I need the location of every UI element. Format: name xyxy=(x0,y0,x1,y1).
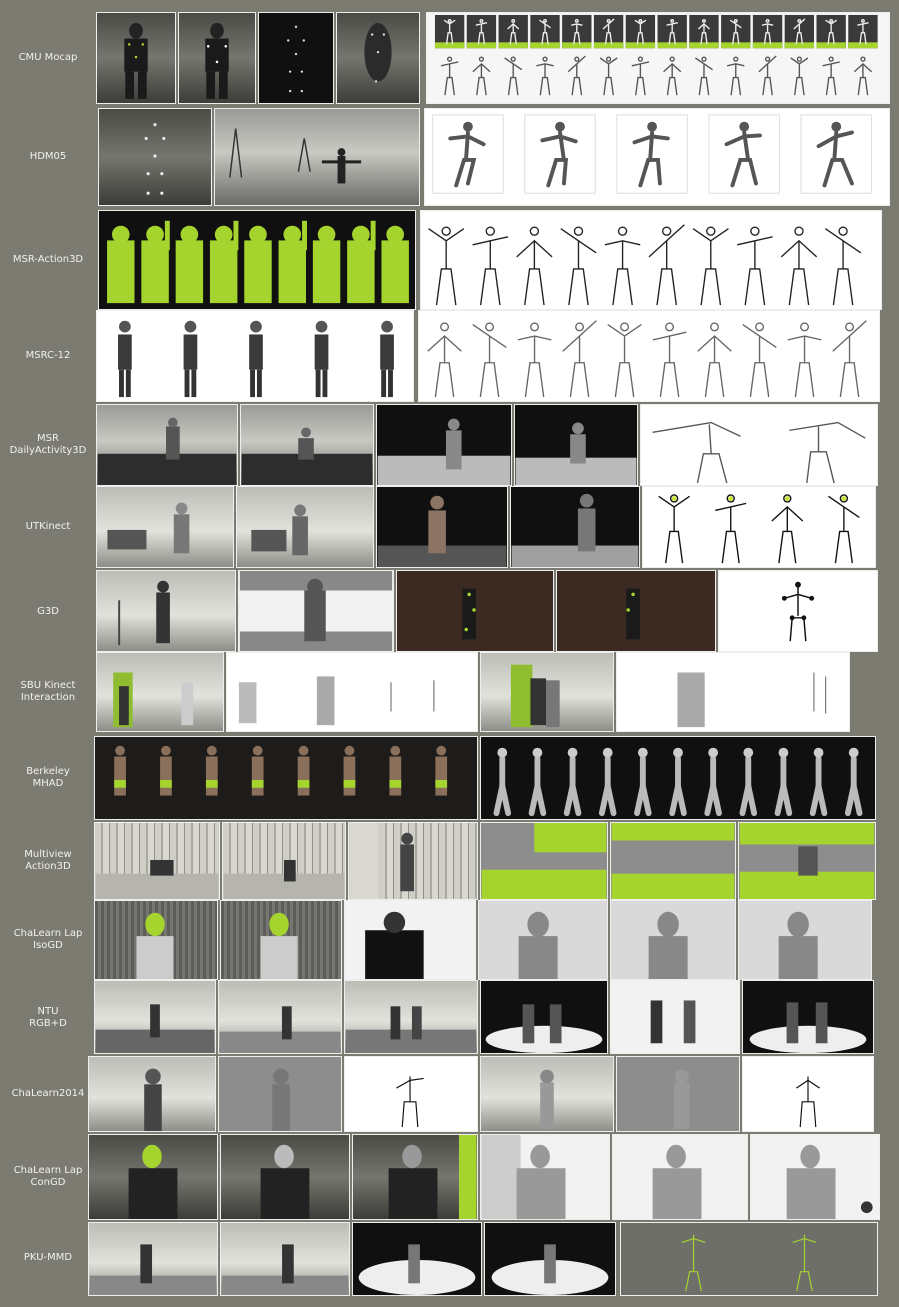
sbu-rgb-1 xyxy=(96,652,224,732)
row-label-msr-dailyactivity3d: MSR DailyActivity3D xyxy=(9,433,87,456)
msr-daily-depth-1 xyxy=(376,404,512,486)
g3d-skeleton-overlay-1 xyxy=(396,570,554,652)
row-label-utkinect: UTKinect xyxy=(25,521,71,532)
ntu-rgb-1 xyxy=(94,980,216,1054)
sbu-rgb-2 xyxy=(480,652,614,732)
cmu-mocap-rgb-image xyxy=(96,12,176,104)
utkinect-rgb-2 xyxy=(236,486,374,568)
chalearn2014-depth-2 xyxy=(616,1056,740,1132)
isogd-depth-2 xyxy=(610,900,736,980)
multiview-depth-3 xyxy=(738,822,876,900)
g3d-depth xyxy=(238,570,394,652)
congd-depth-3 xyxy=(750,1134,880,1220)
congd-rgb-1 xyxy=(88,1134,218,1220)
chalearn2014-rgb-2 xyxy=(480,1056,614,1132)
cmu-mocap-skeleton-sequence xyxy=(426,12,890,104)
row-label-multiview-action3d: Multiview Action3D xyxy=(24,849,72,872)
row-label-pku-mmd: PKU-MMD xyxy=(23,1252,73,1263)
chalearn2014-rgb-1 xyxy=(88,1056,216,1132)
congd-rgb-2 xyxy=(220,1134,350,1220)
row-label-msr-action3d: MSR-Action3D xyxy=(12,254,84,265)
utkinect-depth-2 xyxy=(510,486,640,568)
multiview-rgb-2 xyxy=(222,822,346,900)
chalearn2014-skeleton-2 xyxy=(742,1056,874,1132)
hdm05-marker-image xyxy=(98,108,212,206)
berkeley-mhad-rgb-sequence xyxy=(94,736,478,820)
multiview-rgb-1 xyxy=(94,822,220,900)
multiview-depth-2 xyxy=(610,822,736,900)
row-label-sbu-kinect-interaction: SBU Kinect Interaction xyxy=(20,680,76,703)
msr-daily-depth-2 xyxy=(514,404,638,486)
hdm05-skeleton-sequence xyxy=(424,108,890,206)
row-label-msrc-12: MSRC-12 xyxy=(25,350,71,361)
multiview-rgb-3 xyxy=(348,822,478,900)
chalearn2014-skeleton-1 xyxy=(344,1056,478,1132)
cmu-mocap-marker-overlay xyxy=(258,12,334,104)
sbu-depth-and-skeleton-1 xyxy=(226,652,478,732)
chalearn2014-depth-1 xyxy=(218,1056,342,1132)
row-label-berkeley-mhad: Berkeley MHAD xyxy=(26,766,70,789)
congd-depth-1 xyxy=(480,1134,610,1220)
cmu-mocap-marker-image xyxy=(336,12,420,104)
cmu-mocap-markers-image xyxy=(178,12,256,104)
isogd-depth-3 xyxy=(738,900,872,980)
utkinect-rgb-1 xyxy=(96,486,234,568)
pku-mmd-depth-1 xyxy=(352,1222,482,1296)
g3d-skeleton-overlay-2 xyxy=(556,570,716,652)
ntu-rgb-4 xyxy=(610,980,740,1054)
msr-action3d-depth-silhouettes xyxy=(98,210,416,310)
row-label-chalearn-lap-isogd: ChaLearn Lap IsoGD xyxy=(13,928,83,951)
isogd-rgb-3 xyxy=(344,900,476,980)
isogd-depth-1 xyxy=(478,900,608,980)
msr-action3d-skeleton-sequence xyxy=(420,210,882,310)
congd-depth-2 xyxy=(612,1134,748,1220)
ntu-depth-1 xyxy=(480,980,608,1054)
pku-mmd-rgb-1 xyxy=(88,1222,218,1296)
isogd-rgb-2 xyxy=(220,900,342,980)
row-label-g3d: G3D xyxy=(37,606,59,617)
congd-rgb-3 xyxy=(352,1134,478,1220)
ntu-rgb-3 xyxy=(344,980,478,1054)
sbu-depth-and-skeleton-2 xyxy=(616,652,850,732)
row-label-ntu-rgbd: NTU RGB+D xyxy=(29,1006,67,1029)
utkinect-depth-1 xyxy=(376,486,508,568)
msr-daily-rgb-2 xyxy=(240,404,374,486)
ntu-rgb-2 xyxy=(218,980,342,1054)
pku-mmd-rgb-2 xyxy=(220,1222,350,1296)
msr-daily-skeletons xyxy=(640,404,878,486)
msrc12-gesture-images xyxy=(96,310,414,402)
utkinect-skeletons xyxy=(642,486,876,568)
msrc12-skeleton-sequence xyxy=(418,310,880,402)
ntu-depth-2 xyxy=(742,980,874,1054)
row-label-chalearn-lap-congd: ChaLearn Lap ConGD xyxy=(13,1165,83,1188)
row-label-cmu-mocap: CMU Mocap xyxy=(18,52,78,63)
row-label-chalearn2014: ChaLearn2014 xyxy=(11,1088,85,1099)
g3d-skeleton xyxy=(718,570,878,652)
isogd-rgb-1 xyxy=(94,900,218,980)
hdm05-capture-room xyxy=(214,108,420,206)
pku-mmd-skeletons xyxy=(620,1222,878,1296)
msr-daily-rgb-1 xyxy=(96,404,238,486)
multiview-depth-1 xyxy=(480,822,608,900)
g3d-rgb xyxy=(96,570,236,652)
row-label-hdm05: HDM05 xyxy=(29,151,67,162)
pku-mmd-depth-2 xyxy=(484,1222,616,1296)
berkeley-mhad-pointcloud-sequence xyxy=(480,736,876,820)
